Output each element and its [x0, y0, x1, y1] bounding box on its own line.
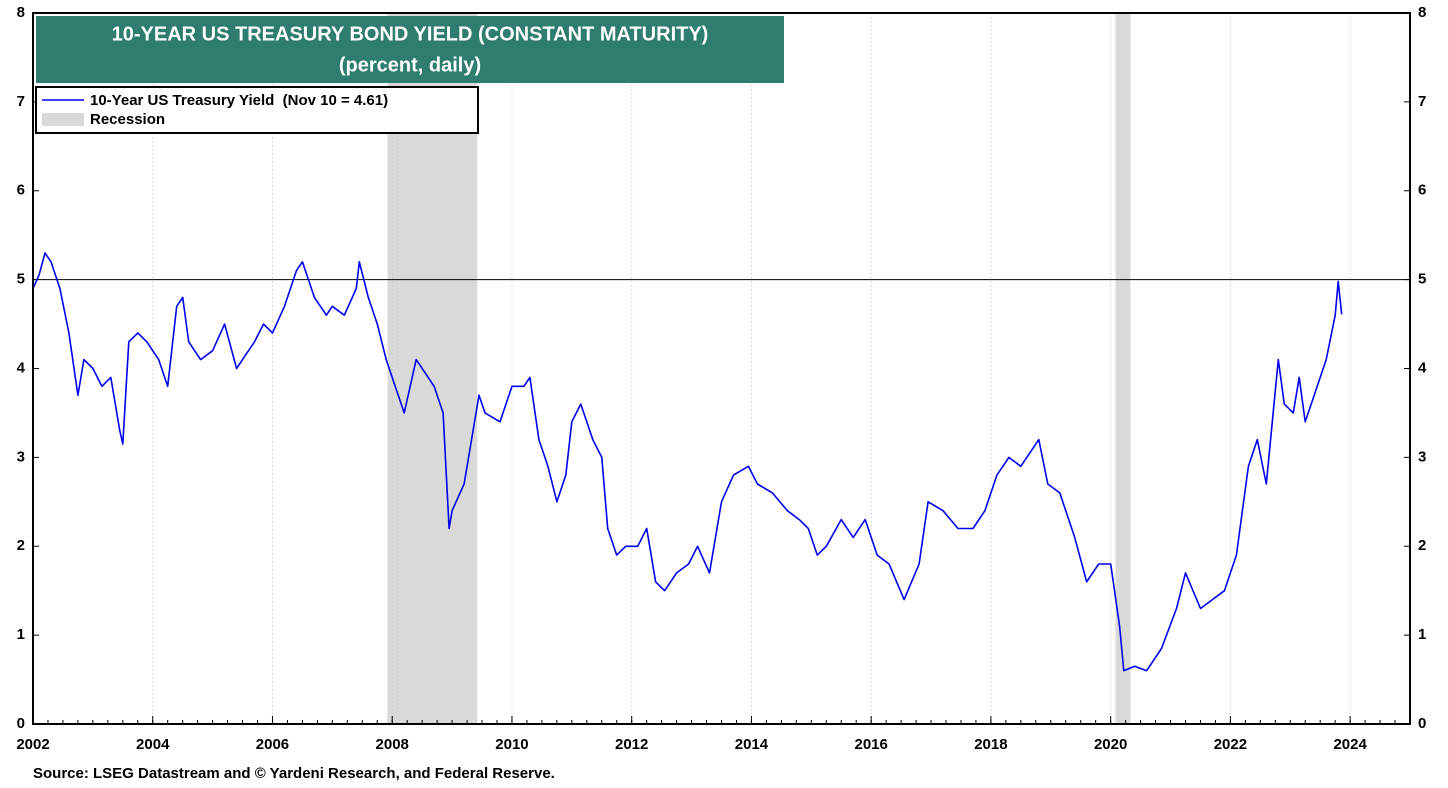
- y-tick-label: 8: [17, 4, 25, 21]
- x-tick-label: 2010: [495, 736, 528, 753]
- x-tick-label: 2022: [1214, 736, 1247, 753]
- y-tick-label: 0: [17, 715, 25, 732]
- y2-tick-label: 5: [1418, 271, 1426, 288]
- legend-label: 10-Year US Treasury Yield (Nov 10 = 4.61…: [90, 92, 388, 109]
- recession-band: [1115, 13, 1131, 724]
- legend-box: [35, 86, 479, 134]
- x-tick-label: 2014: [735, 736, 769, 753]
- plot-frame: [32, 12, 1411, 725]
- y-tick-label: 6: [17, 182, 25, 199]
- y2-tick-label: 4: [1418, 359, 1427, 376]
- chart-subtitle: (percent, daily): [339, 54, 481, 76]
- x-tick-label: 2008: [376, 736, 409, 753]
- y-tick-label: 7: [17, 93, 25, 110]
- chart-title: 10-YEAR US TREASURY BOND YIELD (CONSTANT…: [112, 23, 709, 45]
- y2-tick-label: 3: [1418, 448, 1426, 465]
- foreground-layer: [32, 12, 1411, 725]
- y-tick-label: 5: [17, 271, 25, 288]
- source-note: Source: LSEG Datastream and © Yardeni Re…: [33, 765, 555, 782]
- y2-tick-label: 1: [1418, 626, 1426, 643]
- x-tick-label: 2004: [136, 736, 170, 753]
- y-tick-label: 2: [17, 537, 25, 554]
- x-tick-label: 2024: [1333, 736, 1367, 753]
- y2-tick-label: 2: [1418, 537, 1426, 554]
- y-tick-label: 4: [17, 359, 26, 376]
- yield-line: [32, 252, 1343, 672]
- x-tick-label: 2002: [16, 736, 49, 753]
- x-tick-label: 2018: [974, 736, 1007, 753]
- y-tick-label: 3: [17, 448, 25, 465]
- legend-swatch-recession: [42, 113, 84, 126]
- y2-tick-label: 8: [1418, 4, 1426, 21]
- legend-label: Recession: [90, 111, 165, 128]
- y2-tick-label: 6: [1418, 182, 1426, 199]
- x-tick-label: 2006: [256, 736, 289, 753]
- x-tick-label: 2020: [1094, 736, 1127, 753]
- y2-tick-label: 0: [1418, 715, 1426, 732]
- y2-tick-label: 7: [1418, 93, 1426, 110]
- x-tick-label: 2016: [854, 736, 887, 753]
- title-box: [36, 16, 784, 83]
- x-tick-label: 2012: [615, 736, 648, 753]
- y-tick-label: 1: [17, 626, 25, 643]
